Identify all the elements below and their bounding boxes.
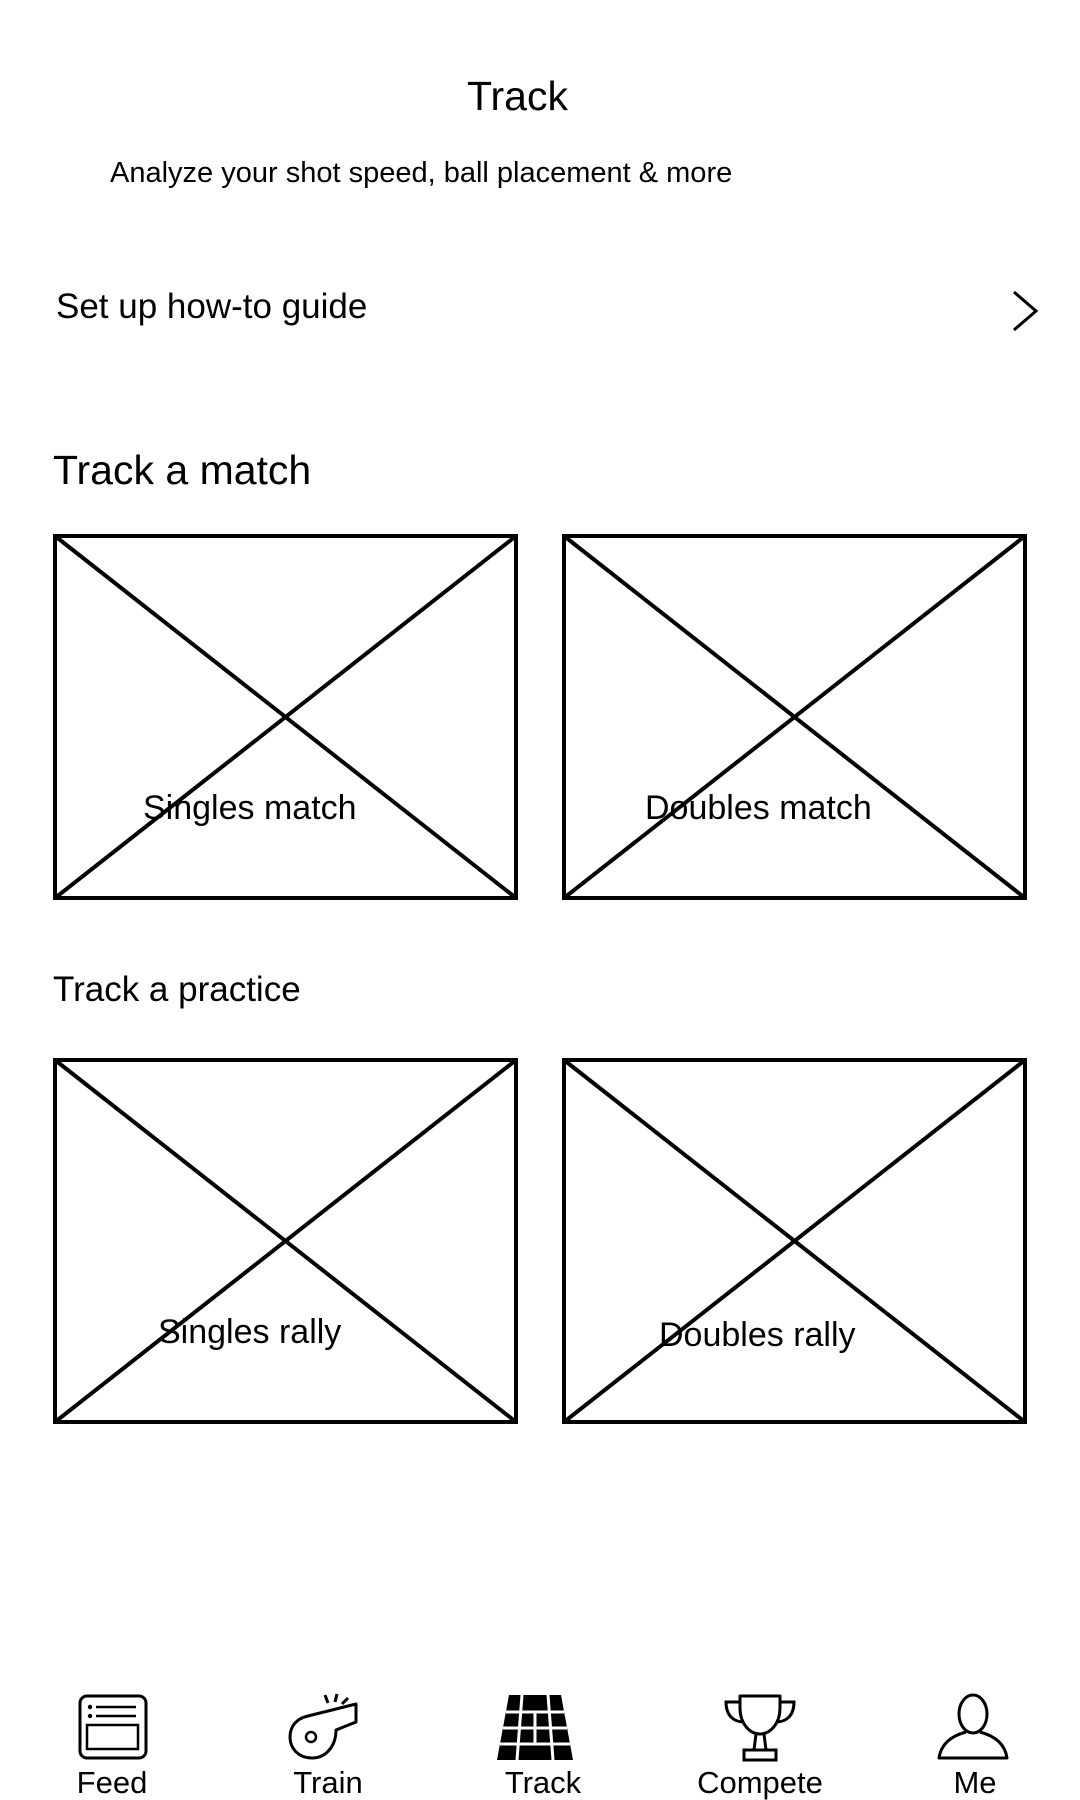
- nav-item-compete[interactable]: Compete: [680, 1680, 840, 1800]
- setup-guide-label: Set up how-to guide: [56, 287, 368, 326]
- doubles-match-label: Doubles match: [645, 789, 872, 827]
- nav-label-me: Me: [953, 1765, 997, 1800]
- bottom-nav: Feed Train Track: [0, 1680, 1080, 1800]
- page-subtitle: Analyze your shot speed, ball placement …: [110, 157, 733, 189]
- nav-label-compete: Compete: [697, 1765, 823, 1800]
- nav-item-feed[interactable]: Feed: [42, 1680, 182, 1800]
- whistle-icon: [288, 1693, 358, 1760]
- track-practice-heading: Track a practice: [53, 970, 301, 1009]
- image-placeholder-icon: [562, 534, 1027, 900]
- doubles-rally-label: Doubles rally: [659, 1316, 856, 1354]
- image-placeholder-icon: [562, 1058, 1027, 1424]
- track-match-heading: Track a match: [53, 447, 312, 493]
- page-title: Track: [467, 73, 568, 119]
- nav-label-train: Train: [293, 1765, 363, 1800]
- nav-item-train[interactable]: Train: [258, 1680, 398, 1800]
- singles-rally-tile[interactable]: Singles rally: [53, 1058, 518, 1424]
- nav-label-feed: Feed: [76, 1765, 148, 1800]
- image-placeholder-icon: [53, 1058, 518, 1424]
- singles-match-tile[interactable]: Singles match: [53, 534, 518, 900]
- trophy-icon: [724, 1694, 796, 1762]
- chevron-right-icon: [1013, 290, 1039, 332]
- nav-item-track[interactable]: Track: [473, 1680, 613, 1800]
- singles-rally-label: Singles rally: [158, 1313, 342, 1351]
- person-icon: [937, 1693, 1009, 1760]
- doubles-rally-tile[interactable]: Doubles rally: [562, 1058, 1027, 1424]
- nav-label-track: Track: [504, 1765, 582, 1800]
- nav-item-me[interactable]: Me: [905, 1680, 1045, 1800]
- image-placeholder-icon: [53, 534, 518, 900]
- singles-match-label: Singles match: [143, 789, 357, 827]
- court-icon: [497, 1694, 573, 1761]
- doubles-match-tile[interactable]: Doubles match: [562, 534, 1027, 900]
- feed-icon: [78, 1694, 148, 1760]
- setup-guide-row[interactable]: Set up how-to guide: [56, 272, 1041, 342]
